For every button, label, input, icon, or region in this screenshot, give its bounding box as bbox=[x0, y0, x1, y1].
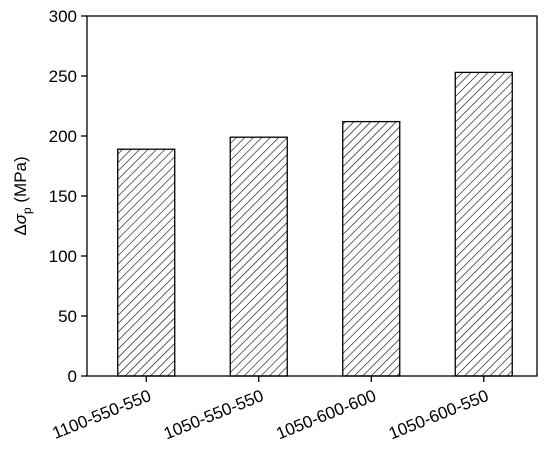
y-tick-label: 200 bbox=[49, 127, 77, 146]
y-tick-label: 100 bbox=[49, 247, 77, 266]
bar bbox=[454, 71, 513, 377]
x-tick-label: 1050-600-550 bbox=[386, 386, 491, 443]
y-tick-label: 150 bbox=[49, 187, 77, 206]
y-tick-label: 300 bbox=[49, 7, 77, 26]
bar bbox=[117, 148, 176, 377]
x-tick-label: 1050-550-550 bbox=[161, 386, 266, 443]
y-tick-label: 250 bbox=[49, 67, 77, 86]
y-tick-label: 50 bbox=[58, 307, 77, 326]
y-tick-label: 0 bbox=[68, 367, 77, 386]
bar bbox=[342, 120, 401, 377]
x-tick-label: 1100-550-550 bbox=[50, 386, 154, 443]
bar bbox=[229, 136, 288, 377]
x-tick-label: 1050-600-600 bbox=[273, 386, 378, 443]
y-axis-label: Δσp (MPa) bbox=[11, 156, 34, 235]
